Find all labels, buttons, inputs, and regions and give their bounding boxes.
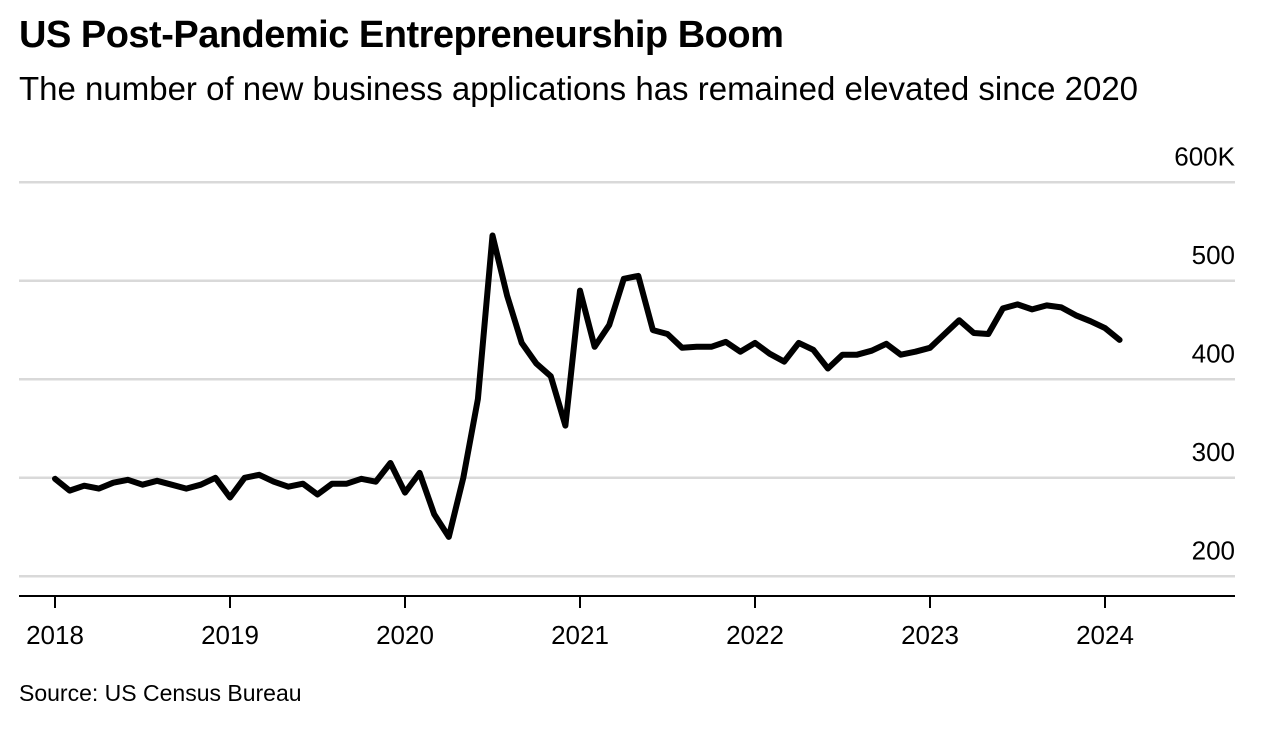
chart-title: US Post-Pandemic Entrepreneurship Boom bbox=[19, 14, 784, 56]
x-tick-label: 2020 bbox=[376, 620, 434, 650]
x-tick-label: 2018 bbox=[26, 620, 84, 650]
y-tick-label: 400 bbox=[1192, 338, 1235, 368]
series-layer bbox=[52, 232, 1123, 540]
chart-subtitle: The number of new business applications … bbox=[19, 70, 1139, 107]
y-tick-label: 300 bbox=[1192, 437, 1235, 467]
source-note: Source: US Census Bureau bbox=[19, 680, 302, 706]
x-tick-label: 2021 bbox=[551, 620, 609, 650]
x-tick-label: 2024 bbox=[1076, 620, 1134, 650]
x-tick-label: 2019 bbox=[201, 620, 259, 650]
y-tick-label: 600K bbox=[1174, 141, 1235, 171]
x-tick-label: 2022 bbox=[726, 620, 784, 650]
x-axis: 2018 2019 2020 2021 2022 2023 2024 bbox=[19, 595, 1235, 650]
y-axis-labels: 600K 500 400 300 200 bbox=[1174, 141, 1235, 565]
series-line-0 bbox=[52, 232, 1123, 540]
gridlines bbox=[19, 181, 1235, 578]
x-tick-label: 2023 bbox=[901, 620, 959, 650]
y-tick-label: 500 bbox=[1192, 240, 1235, 270]
y-tick-label: 200 bbox=[1192, 535, 1235, 565]
